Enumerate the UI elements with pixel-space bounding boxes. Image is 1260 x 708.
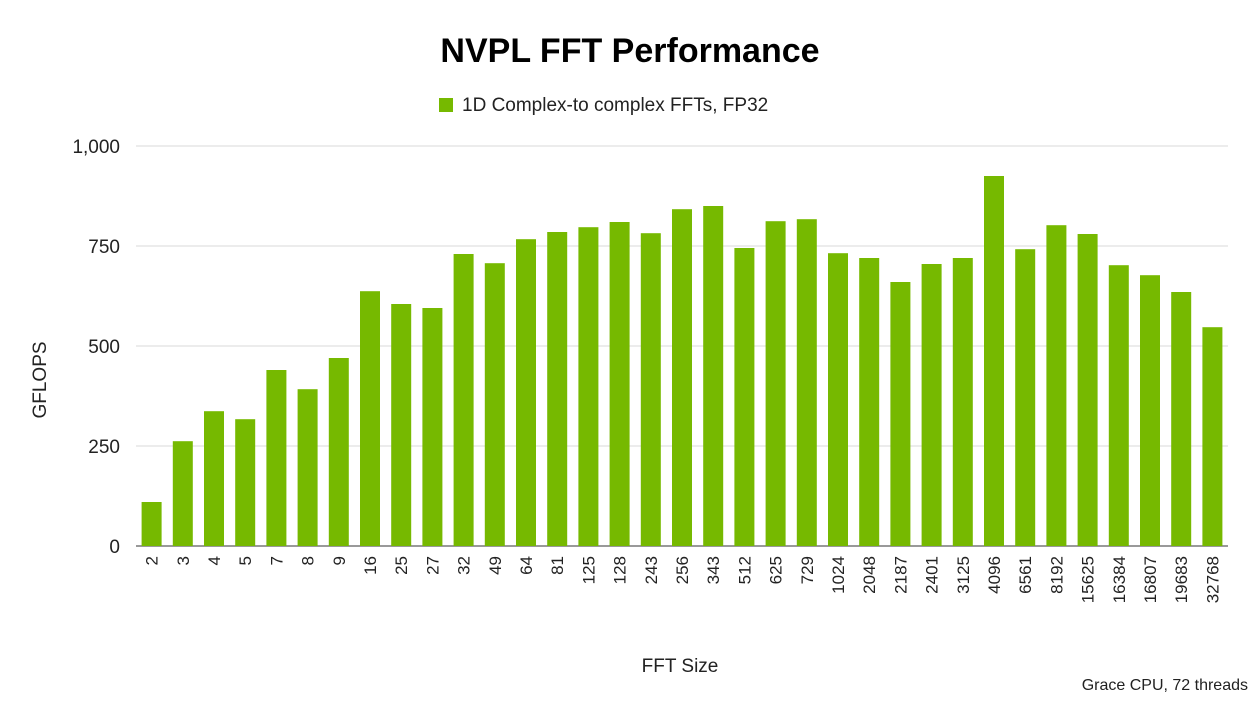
x-tick-label: 32 <box>455 556 474 575</box>
bar-32 <box>453 254 474 546</box>
x-tick-label: 8192 <box>1047 556 1066 594</box>
x-tick-label: 6561 <box>1016 556 1035 594</box>
x-tick-label: 64 <box>517 556 536 575</box>
bar-32768 <box>1202 327 1223 546</box>
x-tick-label: 512 <box>735 556 754 584</box>
x-tick-label: 625 <box>767 556 786 584</box>
bar-15625 <box>1077 234 1098 546</box>
bar-2 <box>141 502 162 546</box>
x-tick-label: 19683 <box>1172 556 1191 603</box>
bar-25 <box>391 304 412 546</box>
x-tick-label: 256 <box>673 556 692 584</box>
x-tick-label: 2 <box>143 556 162 565</box>
x-tick-label: 16 <box>361 556 380 575</box>
bar-1024 <box>828 253 848 546</box>
x-tick-label: 4 <box>205 556 224 565</box>
bar-16 <box>360 291 380 546</box>
y-tick-label: 1,000 <box>72 137 120 158</box>
x-tick-label: 16384 <box>1110 556 1129 603</box>
bar-2401 <box>921 264 942 546</box>
bar-125 <box>578 227 599 546</box>
x-tick-label: 9 <box>330 556 349 565</box>
bar-16807 <box>1140 275 1160 546</box>
bar-9 <box>328 358 349 546</box>
bar-27 <box>422 308 443 546</box>
chart-title: NVPL FFT Performance <box>440 32 819 70</box>
bar-16384 <box>1108 265 1129 546</box>
x-tick-label: 729 <box>798 556 817 584</box>
x-axis-label: FFT Size <box>642 656 719 677</box>
bar-512 <box>734 248 755 546</box>
x-axis-ticks: 2 3 4 5 7 8 9 16 25 27 32 49 64 81 125 128 243 256 343 512 6… <box>143 556 1223 603</box>
y-axis-ticks: 0 250 500 750 1,000 <box>72 137 120 558</box>
x-tick-label: 2187 <box>891 556 910 594</box>
x-tick-label: 27 <box>423 556 442 575</box>
y-tick-label: 500 <box>88 337 120 358</box>
bar-3125 <box>952 258 973 546</box>
bar-729 <box>796 219 817 546</box>
bar-19683 <box>1171 292 1192 546</box>
bar-343 <box>703 206 724 546</box>
bar-4 <box>204 411 224 546</box>
bar-5 <box>235 419 256 546</box>
x-tick-label: 4096 <box>985 556 1004 594</box>
bar-243 <box>640 233 661 546</box>
y-tick-label: 250 <box>88 437 120 458</box>
footnote: Grace CPU, 72 threads <box>1082 677 1248 694</box>
bar-81 <box>547 232 568 546</box>
x-tick-label: 7 <box>267 556 286 565</box>
x-tick-label: 2048 <box>860 556 879 594</box>
x-tick-label: 25 <box>392 556 411 575</box>
bar-256 <box>672 209 692 546</box>
bar-2187 <box>890 282 911 546</box>
bar-8 <box>297 389 318 546</box>
bar-128 <box>609 222 630 546</box>
bar-7 <box>266 370 287 546</box>
x-tick-label: 3 <box>174 556 193 565</box>
x-tick-label: 128 <box>611 556 630 584</box>
x-tick-label: 32768 <box>1203 556 1222 603</box>
x-tick-label: 5 <box>236 556 255 565</box>
x-tick-label: 3125 <box>954 556 973 594</box>
y-tick-label: 0 <box>109 537 120 558</box>
x-tick-label: 49 <box>486 556 505 575</box>
x-tick-label: 8 <box>299 556 318 565</box>
x-tick-label: 15625 <box>1079 556 1098 603</box>
x-tick-label: 81 <box>548 556 567 575</box>
bar-625 <box>765 221 786 546</box>
x-tick-label: 343 <box>704 556 723 584</box>
x-tick-label: 1024 <box>829 556 848 594</box>
x-tick-label: 125 <box>579 556 598 584</box>
x-tick-label: 243 <box>642 556 661 584</box>
bar-6561 <box>1015 249 1036 546</box>
bar-4096 <box>984 176 1004 546</box>
bar-8192 <box>1046 225 1067 546</box>
bar-49 <box>484 263 505 546</box>
legend-label: 1D Complex-to complex FFTs, FP32 <box>462 95 768 116</box>
legend: 1D Complex-to complex FFTs, FP32 <box>439 95 768 116</box>
x-tick-label: 16807 <box>1141 556 1160 603</box>
bars <box>141 176 1223 546</box>
x-tick-label: 2401 <box>923 556 942 594</box>
bar-64 <box>516 239 536 546</box>
y-axis-label: GFLOPS <box>30 341 51 418</box>
bar-3 <box>172 441 193 546</box>
y-tick-label: 750 <box>88 237 120 258</box>
legend-swatch <box>439 98 453 112</box>
bar-2048 <box>859 258 880 546</box>
